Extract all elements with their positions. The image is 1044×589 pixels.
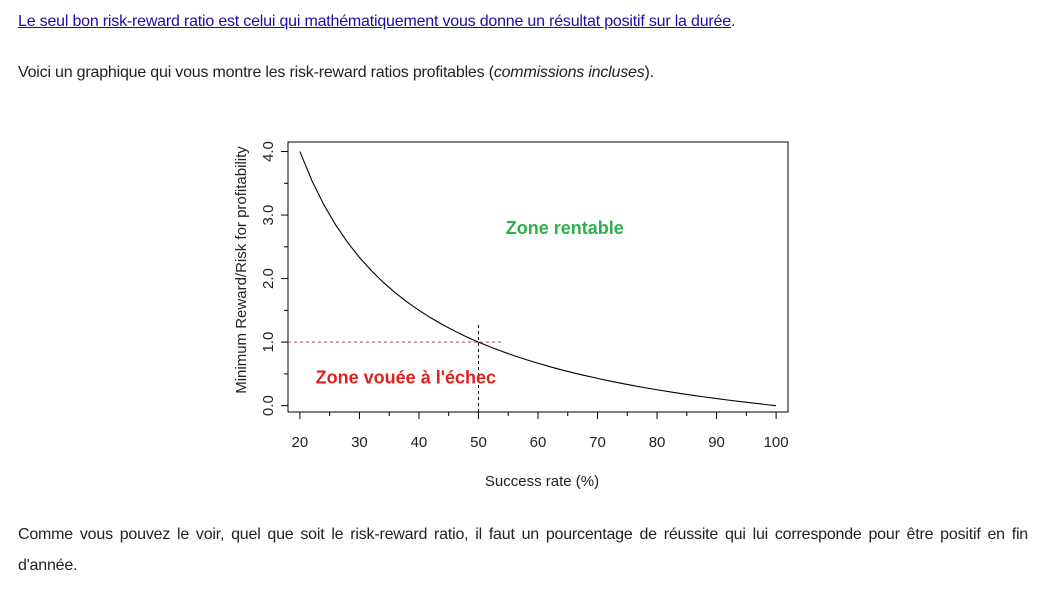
risk-reward-link[interactable]: Le seul bon risk-reward ratio est celui … [18, 13, 731, 30]
link-paragraph: Le seul bon risk-reward ratio est celui … [18, 6, 735, 37]
x-tick-label-20: 20 [292, 434, 309, 451]
y-tick-label-0: 0.0 [260, 395, 277, 416]
x-tick-label-100: 100 [764, 434, 789, 451]
link-trailing-period: . [730, 13, 736, 30]
intro-paragraph: Voici un graphique qui vous montre les r… [18, 57, 654, 88]
x-tick-label-70: 70 [589, 434, 606, 451]
zone-annotations: Zone rentable Zone vouée à l'échec [316, 218, 624, 387]
y-tick-label-3: 3.0 [260, 205, 277, 226]
x-tick-label-60: 60 [530, 434, 547, 451]
x-tick-label-90: 90 [708, 434, 725, 451]
y-axis-label: Minimum Reward/Risk for profitability [233, 146, 250, 394]
x-tick-label-30: 30 [351, 434, 368, 451]
x-axis-label: Success rate (%) [485, 473, 599, 490]
x-tick-label-80: 80 [649, 434, 666, 451]
zone-rentable-label: Zone rentable [506, 218, 624, 238]
y-axis: 0.0 1.0 2.0 3.0 4.0 [260, 141, 288, 416]
x-tick-label-40: 40 [411, 434, 428, 451]
x-axis: 20 30 40 50 60 70 80 90 100 [292, 412, 789, 451]
break-even-curve [299, 151, 777, 407]
y-tick-label-2: 2.0 [260, 268, 277, 289]
zone-echec-label: Zone vouée à l'échec [316, 367, 496, 387]
intro-italic: commissions incluses [493, 64, 645, 81]
x-tick-label-50: 50 [470, 434, 487, 451]
intro-closing: ). [644, 64, 655, 81]
intro-text: Voici un graphique qui vous montre les r… [18, 64, 494, 81]
y-tick-label-1: 1.0 [260, 332, 277, 353]
conclusion-paragraph: Comme vous pouvez le voir, quel que soit… [18, 526, 1028, 574]
y-tick-label-4: 4.0 [260, 141, 277, 162]
